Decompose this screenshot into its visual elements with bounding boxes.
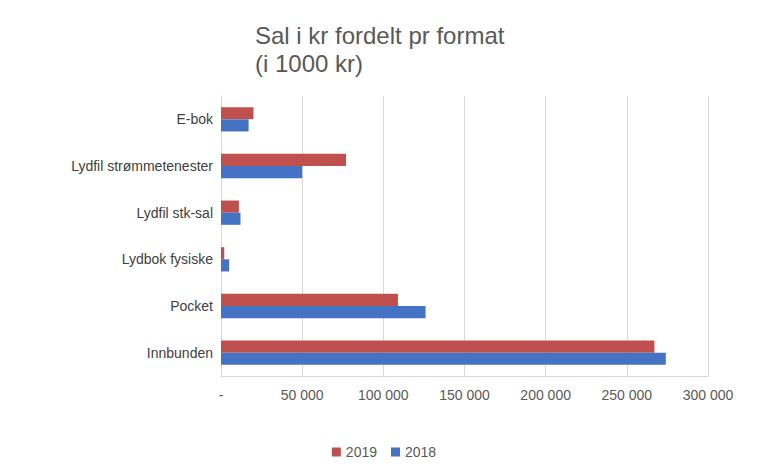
svg-text:Lydfil strømmetenester: Lydfil strømmetenester xyxy=(71,158,213,174)
svg-text:-: - xyxy=(219,387,224,403)
svg-text:Innbunden: Innbunden xyxy=(147,345,213,361)
svg-text:300 000: 300 000 xyxy=(683,387,734,403)
svg-text:50 000: 50 000 xyxy=(281,387,324,403)
svg-text:150 000: 150 000 xyxy=(439,387,490,403)
svg-text:2018: 2018 xyxy=(405,444,436,460)
svg-text:E-bok: E-bok xyxy=(176,111,214,127)
svg-text:Lydfil stk-sal: Lydfil stk-sal xyxy=(136,205,213,221)
svg-text:Pocket: Pocket xyxy=(170,298,213,314)
svg-text:2019: 2019 xyxy=(346,444,377,460)
svg-text:(i 1000 kr): (i 1000 kr) xyxy=(255,50,363,77)
svg-text:Lydbok fysiske: Lydbok fysiske xyxy=(122,251,214,267)
svg-text:Sal i kr fordelt pr format: Sal i kr fordelt pr format xyxy=(255,22,505,49)
svg-text:250 000: 250 000 xyxy=(602,387,653,403)
svg-text:200 000: 200 000 xyxy=(520,387,571,403)
svg-text:100 000: 100 000 xyxy=(358,387,409,403)
